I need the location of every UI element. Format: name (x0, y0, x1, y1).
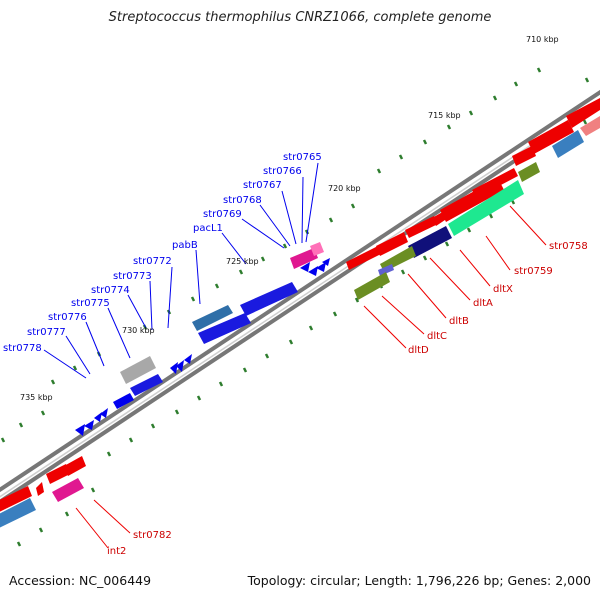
gene-block (346, 244, 385, 270)
gene-block (240, 282, 298, 316)
gene-label: pacL1 (193, 223, 223, 234)
reverse-gene-labels: str0758 str0759 dltX dltA dltB dltC dltD… (107, 241, 588, 557)
gene-block (405, 216, 438, 238)
gene-block (528, 120, 574, 154)
gene-block (198, 313, 251, 344)
gene-block (518, 162, 540, 182)
gene-label: dltC (427, 331, 447, 342)
genome-summary-text: Topology: circular; Length: 1,796,226 bp… (247, 573, 591, 588)
gene-arrow (184, 354, 192, 364)
gene-arrow (170, 362, 178, 374)
gene-block (376, 232, 408, 256)
gene-label: dltX (493, 284, 513, 295)
gene-block (580, 116, 600, 136)
gene-block (64, 456, 86, 476)
gene-arrow (176, 360, 184, 372)
gene-arrow (322, 258, 330, 266)
gene-label: str0766 (263, 166, 302, 177)
map-title: Streptococcus thermophilus CNRZ1066, com… (108, 10, 492, 25)
tick-marks (0, 67, 590, 547)
gene-label: str0773 (113, 271, 152, 282)
gene-block (36, 482, 44, 496)
forward-gene-labels: str0765 str0766 str0767 str0768 str0769 … (3, 152, 322, 354)
gene-arrow (300, 262, 310, 272)
gene-block (130, 374, 163, 396)
gene-arrow (75, 424, 85, 436)
gene-label: str0776 (48, 312, 87, 323)
gene-block (120, 356, 156, 384)
gene-arrow (308, 266, 318, 276)
gene-label: int2 (107, 546, 126, 557)
gene-label: dltB (449, 316, 469, 327)
gene-block (566, 98, 600, 128)
gene-block (472, 168, 518, 198)
gene-block (408, 226, 452, 258)
gene-block (310, 242, 324, 256)
gene-label: str0765 (283, 152, 322, 163)
kbp-marker: 725 kbp (226, 257, 259, 266)
gene-label: str0774 (91, 285, 130, 296)
gene-block (378, 264, 394, 276)
gene-block (354, 272, 390, 300)
gene-label: str0777 (27, 327, 66, 338)
kbp-marker: 715 kbp (428, 111, 461, 120)
reverse-strand-genes (0, 98, 600, 528)
kbp-marker: 735 kbp (20, 393, 53, 402)
gene-label: dltD (408, 345, 429, 356)
kbp-markers: 710 kbp 715 kbp 720 kbp 725 kbp 730 kbp … (20, 35, 559, 402)
gene-block (512, 146, 536, 166)
gene-block (290, 248, 318, 269)
gene-label: str0767 (243, 180, 282, 191)
kbp-marker: 730 kbp (122, 326, 155, 335)
accession-text: Accession: NC_006449 (9, 573, 152, 588)
gene-block (192, 305, 233, 331)
kbp-marker: 710 kbp (526, 35, 559, 44)
genome-backbone (0, 89, 600, 505)
gene-block (0, 486, 32, 512)
gene-block (46, 464, 70, 484)
gene-block (552, 130, 584, 158)
gene-label: str0769 (203, 209, 242, 220)
gene-label: str0772 (133, 256, 172, 267)
gene-arrow (84, 420, 94, 430)
gene-label: str0758 (549, 241, 588, 252)
gene-block (0, 498, 36, 528)
gene-arrow (100, 408, 108, 418)
gene-label: str0782 (133, 530, 172, 541)
gene-block (113, 393, 134, 409)
kbp-marker: 720 kbp (328, 184, 361, 193)
gene-block (448, 180, 524, 236)
gene-block (52, 478, 84, 502)
label-leaders (43, 162, 547, 549)
gene-label: dltA (473, 298, 493, 309)
gene-arrow (94, 412, 102, 422)
gene-label: str0778 (3, 343, 42, 354)
gene-label: str0759 (514, 266, 553, 277)
gene-label: str0775 (71, 298, 110, 309)
gene-arrow (316, 262, 326, 272)
gene-label: str0768 (223, 195, 262, 206)
gene-label: pabB (172, 240, 198, 251)
forward-strand-genes (75, 242, 330, 436)
